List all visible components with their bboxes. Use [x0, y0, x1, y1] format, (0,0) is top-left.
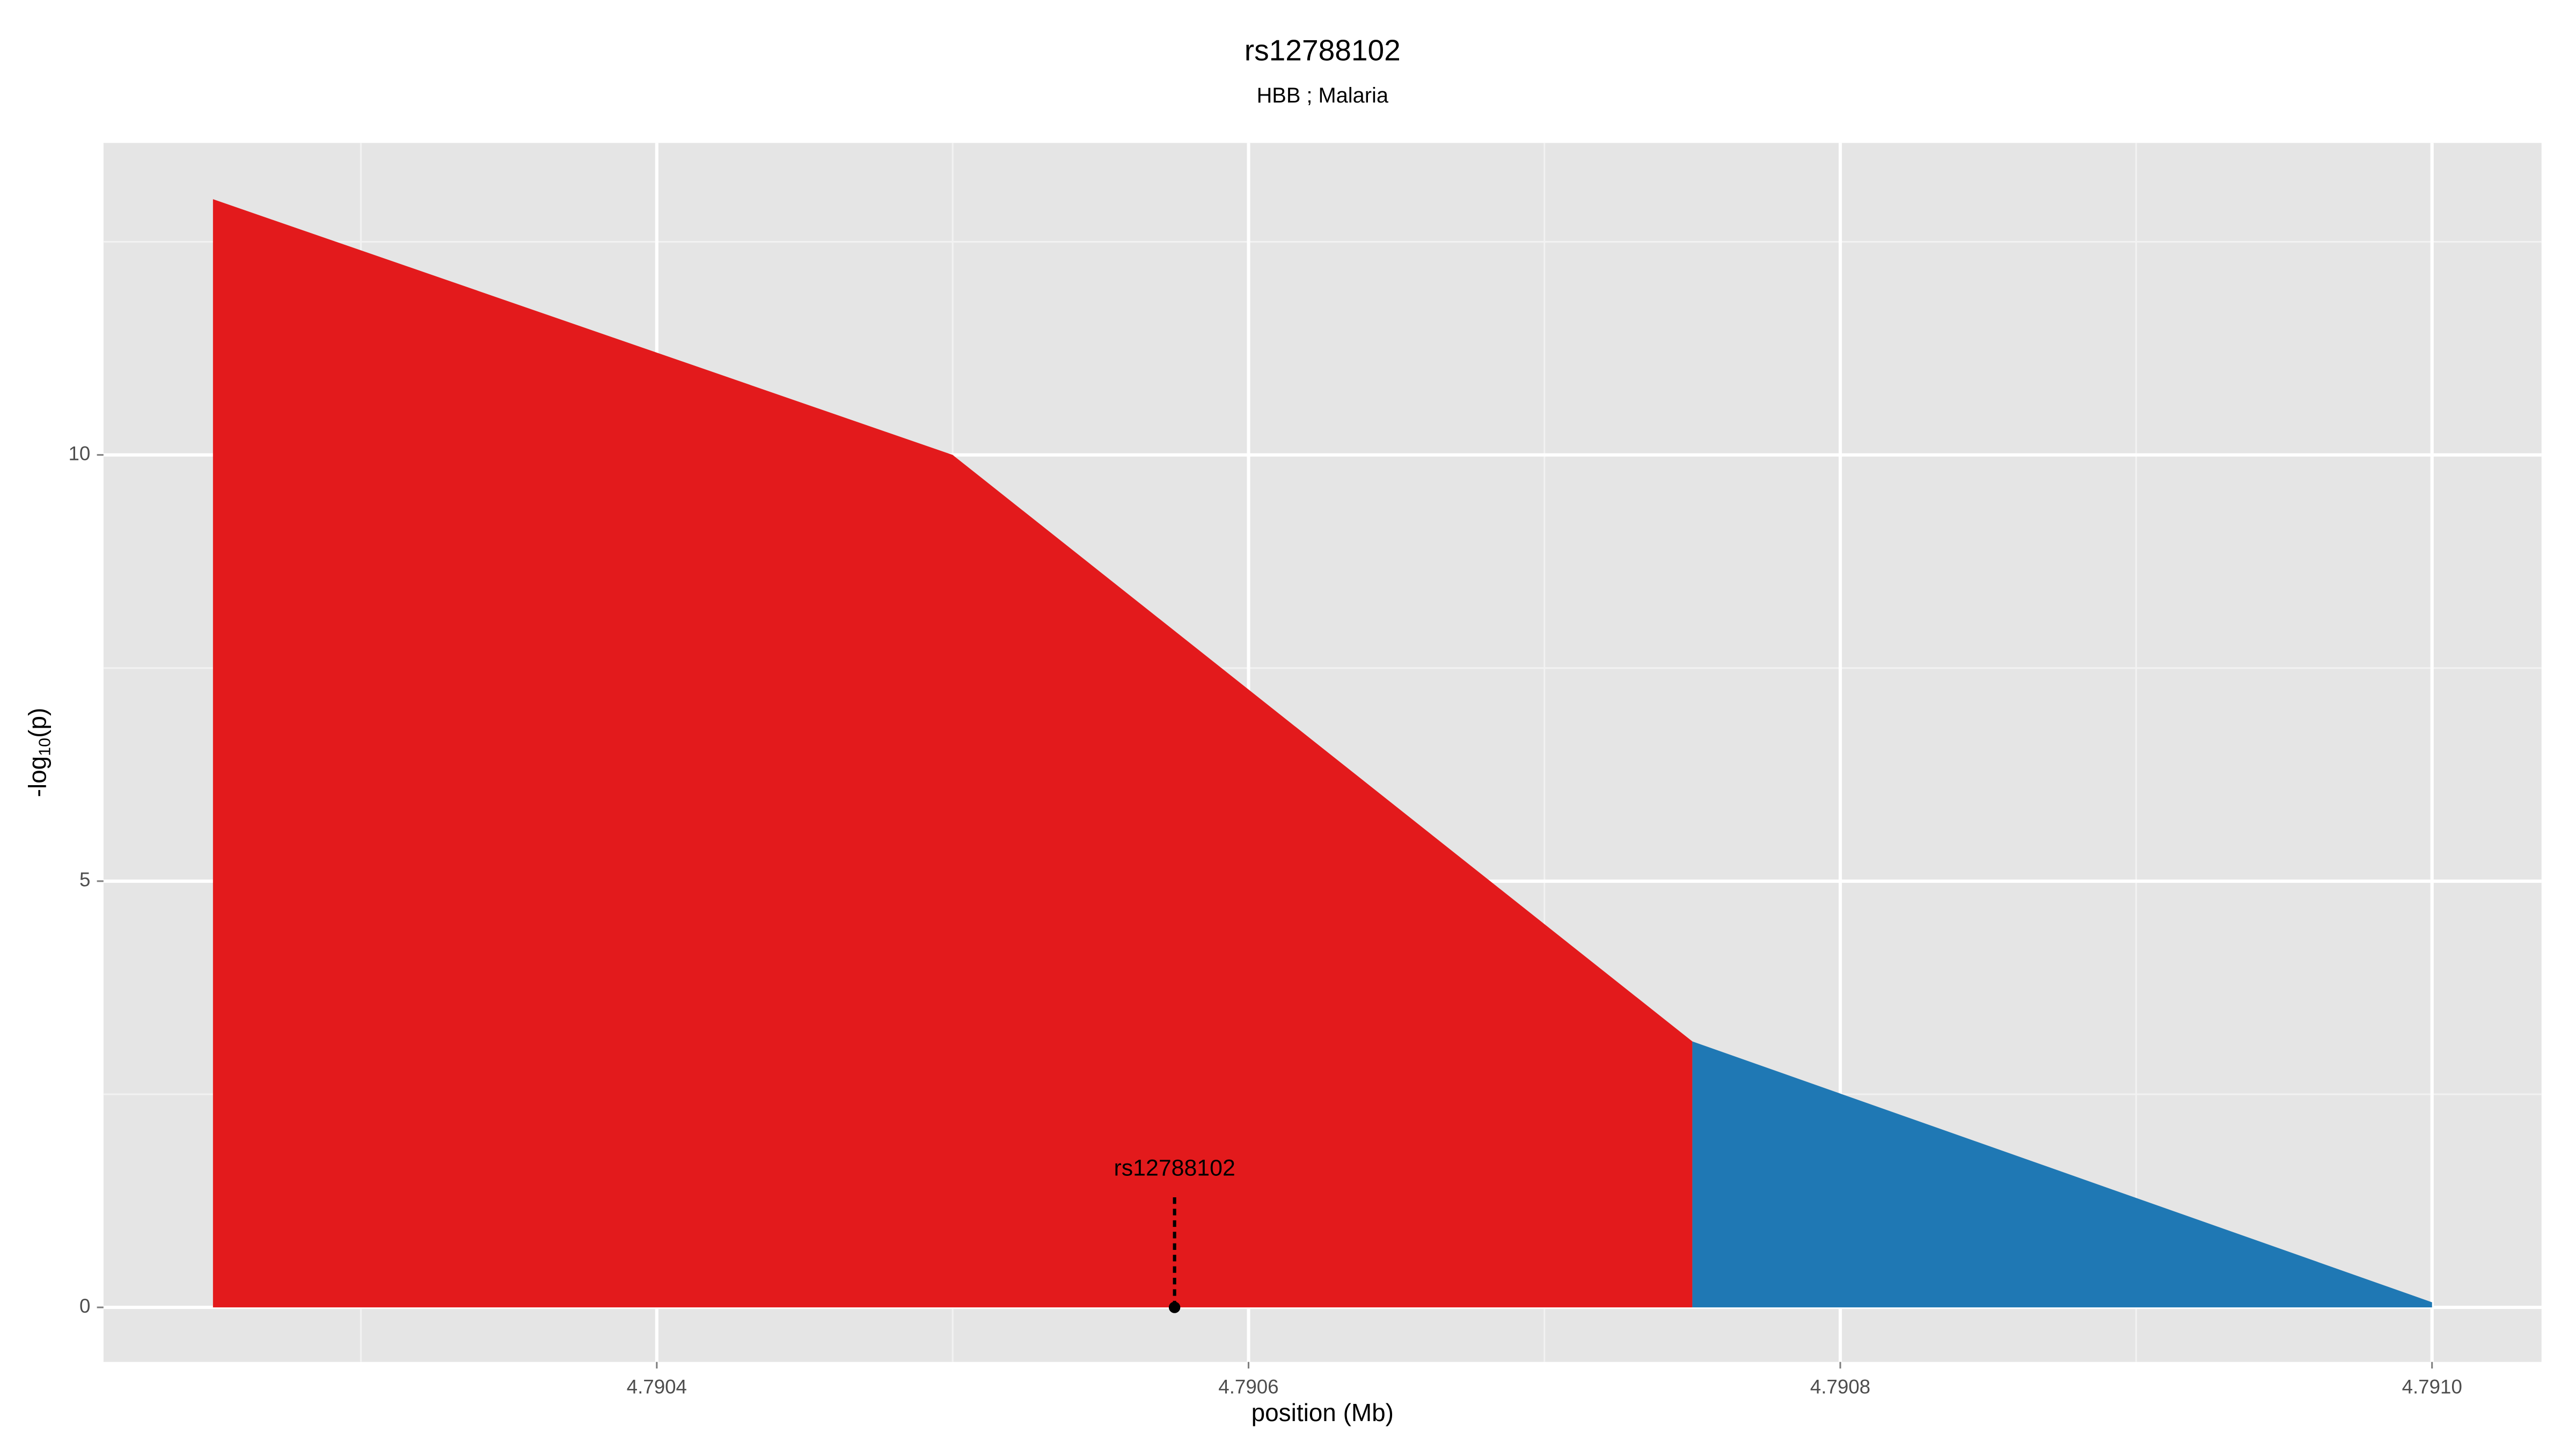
- annotation-point: [1168, 1301, 1181, 1313]
- y-label-part: (p): [24, 708, 52, 738]
- area: [1692, 1041, 2432, 1308]
- y-label-part: -log: [24, 756, 52, 797]
- chart-title: rs12788102: [1245, 34, 1401, 67]
- x-axis-label: position (Mb): [1252, 1399, 1394, 1426]
- area: [213, 199, 1693, 1308]
- y-tick-label: 10: [69, 442, 91, 464]
- y-axis-label: -log10(p): [24, 708, 54, 797]
- x-tick-label: 4.7910: [2402, 1375, 2462, 1397]
- x-tick-label: 4.7904: [627, 1375, 687, 1397]
- chart-subtitle: HBB ; Malaria: [1257, 84, 1389, 107]
- y-label-subscript: 10: [36, 738, 54, 756]
- y-tick-label: 0: [79, 1295, 90, 1317]
- y-tick-label: 5: [79, 869, 90, 891]
- x-tick-label: 4.7906: [1218, 1375, 1278, 1397]
- x-tick-label: 4.7908: [1810, 1375, 1870, 1397]
- annotation-label: rs12788102: [1114, 1155, 1235, 1181]
